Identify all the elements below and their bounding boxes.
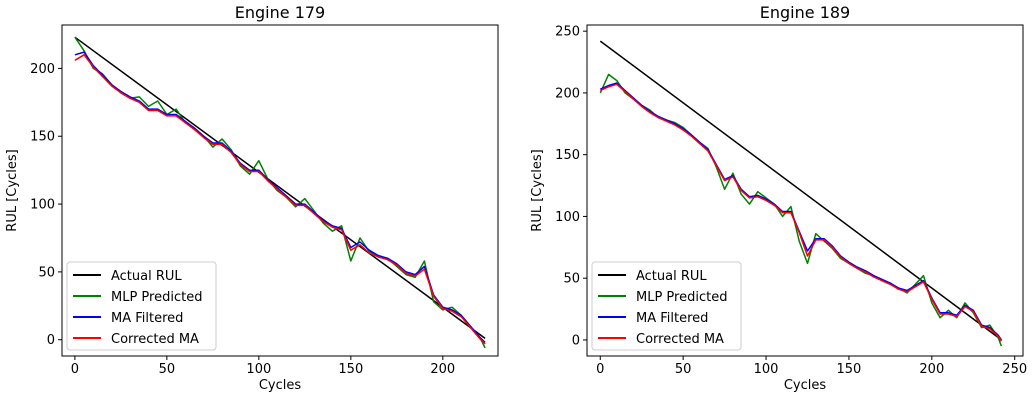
y-tick-label: 100	[555, 210, 580, 225]
legend-label: Actual RUL	[111, 269, 182, 284]
legend: Actual RUL MLP Predicted MA Filtered Correc…	[591, 261, 742, 351]
chart-title: Engine 179	[235, 3, 325, 22]
x-tick-label: 200	[919, 362, 944, 377]
y-tick-label: 50	[38, 265, 55, 280]
series-line-actual-rul	[74, 36, 486, 340]
series-line-corrected-ma	[599, 83, 1003, 342]
x-tick-label: 0	[596, 362, 604, 377]
x-axis-label: Cycles	[259, 378, 302, 393]
plot-frame	[61, 24, 499, 357]
y-tick-label: 150	[555, 148, 580, 163]
series-line-corrected-ma	[74, 54, 486, 345]
series-group	[74, 36, 486, 349]
legend-box	[591, 261, 742, 351]
series-line-actual-rul	[599, 40, 1002, 341]
legend-label: MLP Predicted	[111, 290, 202, 305]
x-tick-label: 250	[1002, 362, 1027, 377]
x-tick-label: 150	[837, 362, 862, 377]
y-tick-label: 150	[30, 130, 55, 145]
chart-title: Engine 189	[760, 3, 850, 22]
x-tick-label: 50	[159, 362, 176, 377]
legend-label: Actual RUL	[636, 269, 707, 284]
x-tick-label: 200	[430, 362, 455, 377]
y-tick-label: 100	[30, 198, 55, 213]
x-tick-label: 100	[246, 362, 271, 377]
legend-label: MLP Predicted	[636, 290, 727, 305]
x-tick-label: 50	[675, 362, 692, 377]
x-tick-label: 100	[754, 362, 779, 377]
y-tick-label: 0	[572, 333, 580, 348]
y-tick-label: 200	[555, 86, 580, 101]
y-tick-label: 200	[30, 62, 55, 77]
legend-box	[66, 261, 217, 351]
plot-frame	[586, 24, 1024, 357]
legend-label: Corrected MA	[636, 332, 724, 347]
legend-label: MA Filtered	[636, 311, 708, 326]
x-axis-label: Cycles	[784, 378, 827, 393]
chart-1: 0 50 100 150 200 0 50 100 150 200 Engine 179 Cycles…	[5, 3, 499, 393]
x-tick-label: 0	[71, 362, 79, 377]
legend: Actual RUL MLP Predicted MA Filtered Correc…	[66, 261, 217, 351]
series-group	[599, 40, 1003, 347]
x-tick-label: 150	[338, 362, 363, 377]
y-axis-label: RUL [Cycles]	[530, 149, 545, 231]
legend-label: Corrected MA	[111, 332, 199, 347]
series-line-ma-filtered	[74, 51, 486, 343]
y-tick-label: 0	[47, 333, 55, 348]
legend-label: MA Filtered	[111, 311, 183, 326]
y-tick-label: 250	[555, 25, 580, 40]
y-tick-label: 50	[563, 272, 580, 287]
y-axis-label: RUL [Cycles]	[5, 149, 20, 231]
chart-2: 0 50 100 150 200 250 0 50 100 150 200 250 Engine 189…	[530, 3, 1027, 393]
